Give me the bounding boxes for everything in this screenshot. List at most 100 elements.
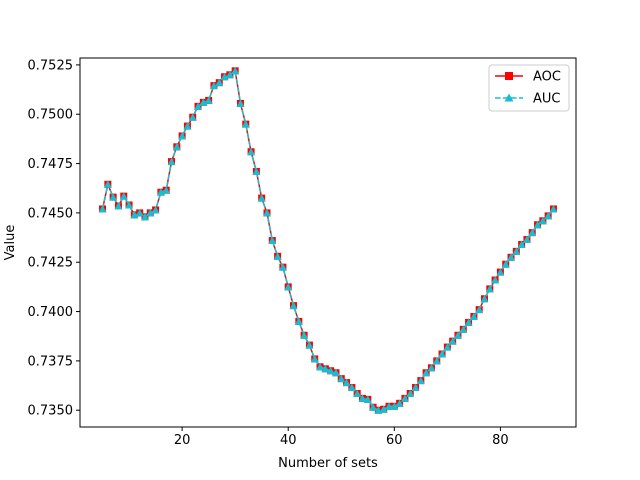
series-auc-point	[209, 81, 218, 90]
series-auc-point	[528, 228, 537, 237]
series-auc-point	[98, 204, 107, 213]
series-auc-point	[522, 235, 531, 244]
series-auc-point	[146, 208, 155, 217]
series-auc-point	[262, 208, 271, 217]
series-auc-point	[241, 120, 250, 128]
series-auc-point	[236, 99, 245, 107]
series-auc-point	[347, 383, 356, 392]
series-auc-point	[501, 260, 510, 268]
x-tick-label: 80	[492, 433, 509, 448]
series-auc-point	[358, 394, 367, 402]
x-axis-label: Number of sets	[278, 456, 378, 471]
series-auc-point	[432, 356, 441, 365]
series-auc-point	[400, 394, 409, 402]
series-auc-point	[273, 252, 282, 260]
series-auc-point	[363, 395, 372, 403]
series-auc-point	[443, 343, 452, 351]
series-auc-point	[247, 147, 256, 156]
series-auc-point	[252, 167, 261, 175]
series-auc-point	[331, 368, 340, 377]
series-auc-point	[544, 211, 553, 220]
x-axis-ticks: 20 40 60 80	[174, 427, 509, 448]
series-auc-point	[321, 364, 330, 373]
series-auc-point	[491, 275, 500, 284]
series-auc-point	[416, 376, 425, 385]
series-auc-point	[231, 66, 240, 75]
series-auc-point	[406, 389, 415, 397]
series-auc-point	[427, 363, 436, 372]
series-auc-point	[225, 70, 234, 79]
series-auc-point	[188, 113, 197, 121]
series-auc-point	[411, 383, 420, 392]
y-tick-label: 0.7350	[28, 404, 74, 419]
series-auc-point	[162, 186, 171, 194]
series-auc-point	[385, 402, 394, 410]
y-axis-label: Value	[3, 225, 18, 261]
series-auc-point	[183, 122, 192, 130]
series-auc-point	[342, 378, 351, 387]
series-auc-point	[533, 220, 542, 229]
series-auc-point	[459, 325, 468, 333]
axes-frame	[79, 57, 577, 428]
y-tick-label: 0.7475	[28, 157, 74, 172]
series-auc-point	[464, 318, 473, 326]
x-tick-label: 60	[386, 433, 403, 448]
series-auc-point	[172, 142, 181, 151]
series-auc-point	[305, 341, 314, 349]
y-tick-label: 0.7400	[28, 305, 74, 320]
series-auc-point	[469, 312, 478, 320]
y-tick-label: 0.7425	[28, 256, 74, 271]
series-auc-point	[109, 193, 118, 201]
series-auc-point	[199, 98, 208, 106]
series-auc-point	[448, 337, 457, 345]
series-auc-point	[151, 205, 160, 214]
x-tick-label: 40	[280, 433, 297, 448]
series-auc-point	[268, 236, 277, 245]
legend-auc-marker	[504, 93, 514, 102]
series-auc-point	[156, 188, 165, 196]
series-auc-point	[538, 216, 547, 225]
series-auc-point	[310, 354, 319, 363]
series-auc-point	[453, 331, 462, 339]
series-auc-point	[300, 331, 309, 339]
series-auc-point	[549, 204, 558, 213]
series-auc-point	[369, 403, 378, 411]
series-auc-point	[438, 349, 447, 358]
legend: AOC AUC	[488, 64, 570, 112]
series-auc-point	[289, 301, 298, 310]
series-auc-point	[257, 194, 266, 202]
series-auc-point	[480, 294, 489, 303]
x-tick-label: 20	[174, 433, 191, 448]
series-auc-point	[294, 317, 303, 325]
series-auc-point	[220, 72, 229, 81]
series-auc-point	[135, 208, 144, 217]
series-auc-point	[390, 402, 399, 410]
series-auc-point	[178, 131, 187, 140]
series-auc-point	[140, 212, 149, 221]
y-tick-label: 0.7525	[28, 58, 74, 73]
series-auc-point	[215, 78, 224, 87]
series-auc-point	[167, 157, 176, 166]
series-auc-point	[395, 399, 404, 407]
legend-aoc-label: AOC	[533, 70, 561, 85]
series-auc-point	[125, 201, 134, 209]
series-auc-point	[485, 284, 494, 293]
series-auc-point	[326, 366, 335, 375]
plot-layer	[98, 66, 558, 414]
y-tick-label: 0.7375	[28, 354, 74, 369]
series-auc-point	[103, 180, 112, 188]
series-auc-point	[507, 253, 516, 261]
series-auc-point	[337, 374, 346, 383]
series-auc-point	[517, 240, 526, 248]
y-tick-label: 0.7500	[28, 108, 74, 123]
series-auc-point	[114, 201, 123, 210]
series-auc-point	[204, 96, 213, 104]
legend-aoc-marker	[505, 72, 513, 80]
series-auc-point	[284, 282, 293, 291]
series-auc-point	[379, 405, 388, 413]
series-auc-point	[353, 389, 362, 397]
series-auc-point	[316, 362, 325, 371]
y-tick-label: 0.7450	[28, 206, 74, 221]
series-auc-point	[194, 102, 203, 110]
